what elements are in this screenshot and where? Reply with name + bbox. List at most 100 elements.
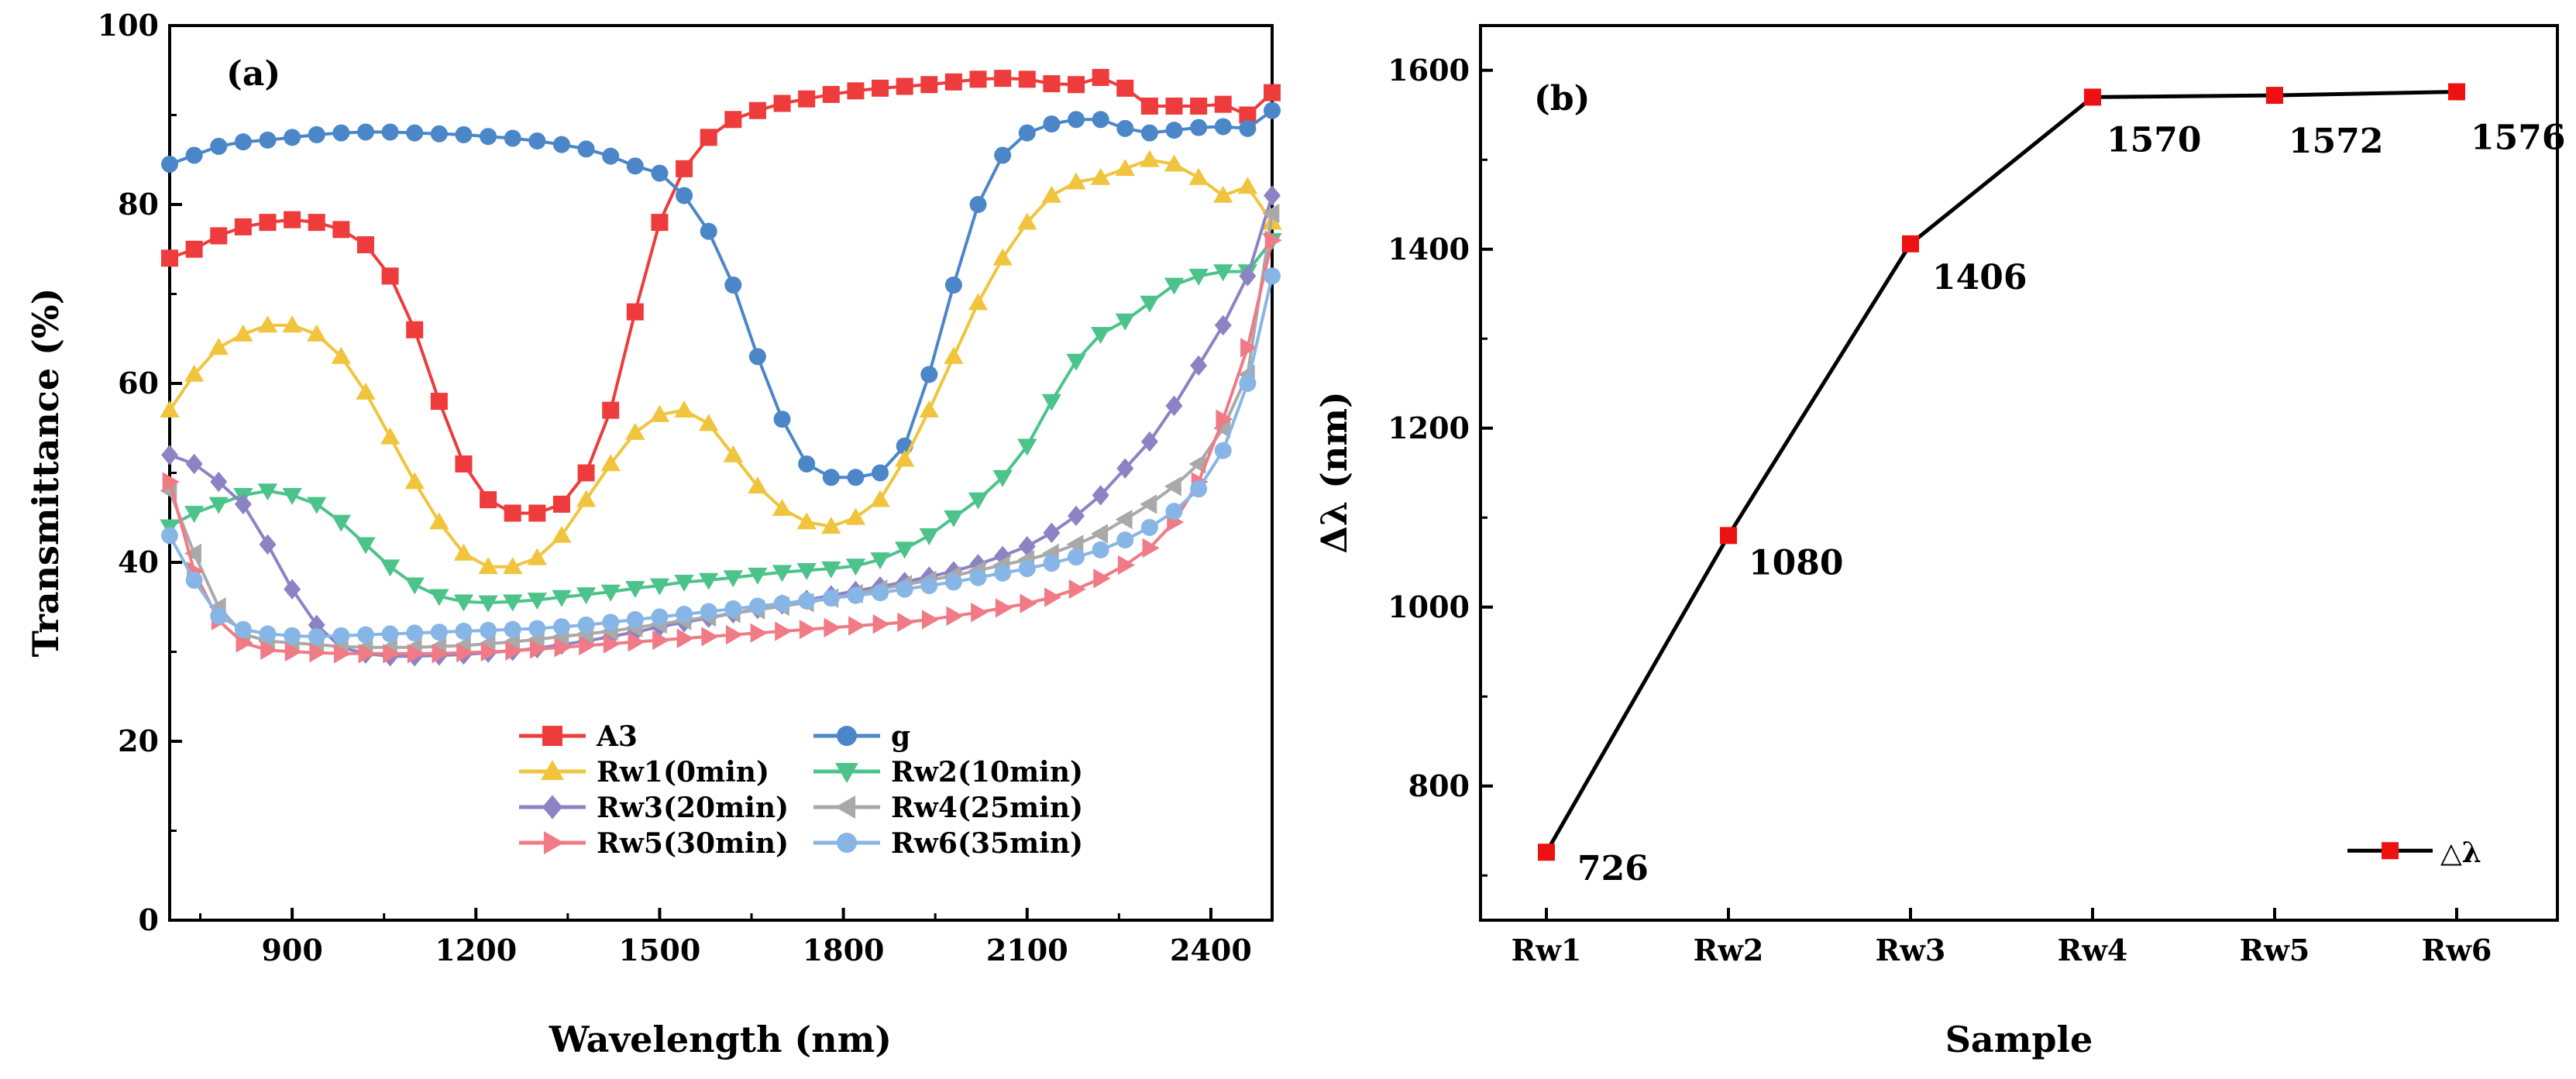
data-point bbox=[969, 554, 987, 575]
panel-label-b: (b) bbox=[1534, 79, 1590, 119]
y-tick-label: 1400 bbox=[1388, 232, 1470, 266]
data-point bbox=[994, 564, 1012, 582]
data-point bbox=[576, 490, 597, 507]
data-point bbox=[750, 623, 768, 643]
data-point bbox=[919, 400, 939, 418]
data-point bbox=[748, 348, 766, 366]
data-point bbox=[845, 507, 866, 525]
legend-entry-rw1-0min: Rw1(0min) bbox=[519, 756, 769, 789]
data-label: 1576 bbox=[2471, 118, 2565, 157]
data-point bbox=[651, 608, 669, 626]
data-point bbox=[700, 222, 717, 240]
x-tick-label: 2400 bbox=[1170, 933, 1252, 967]
data-point bbox=[699, 572, 719, 590]
data-point bbox=[1239, 375, 1257, 392]
data-point bbox=[896, 77, 913, 95]
data-point bbox=[944, 346, 964, 364]
data-point bbox=[1165, 97, 1183, 115]
data-point bbox=[1092, 111, 1109, 129]
data-point bbox=[1068, 76, 1085, 94]
legend-entry-delta-lambda: △λ bbox=[2347, 837, 2481, 869]
data-point bbox=[2266, 87, 2283, 105]
data-point bbox=[1140, 149, 1160, 167]
data-point bbox=[676, 187, 693, 204]
legend-b: △λ bbox=[2347, 837, 2481, 869]
data-point bbox=[528, 620, 546, 637]
x-tick-label: 1800 bbox=[803, 933, 885, 967]
data-point bbox=[822, 589, 840, 607]
x-axis-title-b: Sample bbox=[1945, 1019, 2093, 1060]
series-rw4-25min bbox=[160, 203, 1280, 658]
data-point bbox=[796, 512, 817, 530]
data-point bbox=[1041, 185, 1062, 203]
data-point bbox=[676, 605, 693, 623]
data-point bbox=[822, 85, 840, 103]
data-point bbox=[992, 469, 1013, 487]
data-point bbox=[282, 488, 302, 506]
data-label: 1406 bbox=[1932, 258, 2027, 297]
legend-label: g bbox=[891, 720, 910, 753]
data-point bbox=[1165, 503, 1183, 521]
data-point bbox=[1068, 111, 1085, 129]
data-point bbox=[184, 506, 205, 524]
data-point bbox=[1093, 569, 1111, 589]
data-point bbox=[1190, 480, 1208, 498]
data-point bbox=[895, 541, 915, 559]
data-point bbox=[1090, 167, 1111, 185]
legend-marker bbox=[837, 726, 857, 746]
legend-label: A3 bbox=[596, 720, 638, 753]
data-point bbox=[723, 445, 743, 462]
data-point bbox=[1140, 494, 1157, 514]
data-point bbox=[331, 514, 352, 532]
data-point bbox=[552, 589, 572, 607]
x-tick-label: Rw2 bbox=[1694, 933, 1764, 967]
data-point bbox=[210, 471, 228, 493]
data-point bbox=[161, 249, 178, 267]
data-point bbox=[480, 491, 497, 509]
data-point bbox=[527, 548, 547, 565]
data-point bbox=[552, 525, 572, 543]
data-point bbox=[919, 528, 939, 545]
data-point bbox=[406, 124, 424, 142]
data-point bbox=[870, 552, 890, 570]
legend-marker bbox=[835, 762, 858, 783]
legend-marker bbox=[835, 796, 856, 819]
data-point bbox=[798, 90, 816, 108]
data-point bbox=[920, 76, 938, 94]
data-point bbox=[1190, 119, 1208, 136]
data-point bbox=[1538, 844, 1555, 861]
data-point bbox=[971, 603, 989, 623]
data-point bbox=[946, 606, 964, 626]
series-delta-lambda: 726 1080 1406 1570 1572 1576 bbox=[1538, 83, 2565, 888]
y-axis-ticks-a: 0 20 40 60 80 100 bbox=[98, 8, 182, 937]
data-point bbox=[1043, 555, 1061, 572]
data-point bbox=[383, 644, 401, 664]
data-point bbox=[1041, 393, 1062, 411]
data-point bbox=[626, 303, 644, 321]
data-point bbox=[625, 581, 645, 599]
data-point bbox=[1214, 314, 1232, 336]
x-tick-label: Rw5 bbox=[2240, 933, 2310, 967]
data-point bbox=[872, 584, 889, 602]
legend-entry-rw6-35min: Rw6(35min) bbox=[813, 827, 1083, 860]
data-point bbox=[600, 454, 621, 472]
legend-entry-g: g bbox=[813, 720, 910, 753]
data-point bbox=[1018, 70, 1036, 88]
data-point bbox=[208, 338, 229, 356]
data-point bbox=[1018, 124, 1036, 142]
series-line bbox=[168, 275, 1274, 638]
data-point bbox=[700, 603, 717, 620]
data-point bbox=[356, 123, 374, 141]
y-tick-label: 80 bbox=[118, 187, 159, 222]
data-point bbox=[527, 593, 547, 610]
data-point bbox=[1115, 509, 1133, 530]
x-tick-label: Rw4 bbox=[2058, 933, 2128, 967]
series-g bbox=[161, 101, 1281, 486]
data-point bbox=[1240, 338, 1258, 358]
data-label: 1570 bbox=[2107, 120, 2201, 160]
data-point bbox=[528, 132, 546, 149]
data-point bbox=[2084, 88, 2101, 106]
data-point bbox=[847, 469, 865, 486]
data-point bbox=[773, 94, 791, 112]
series-rw5-30min bbox=[162, 230, 1282, 664]
